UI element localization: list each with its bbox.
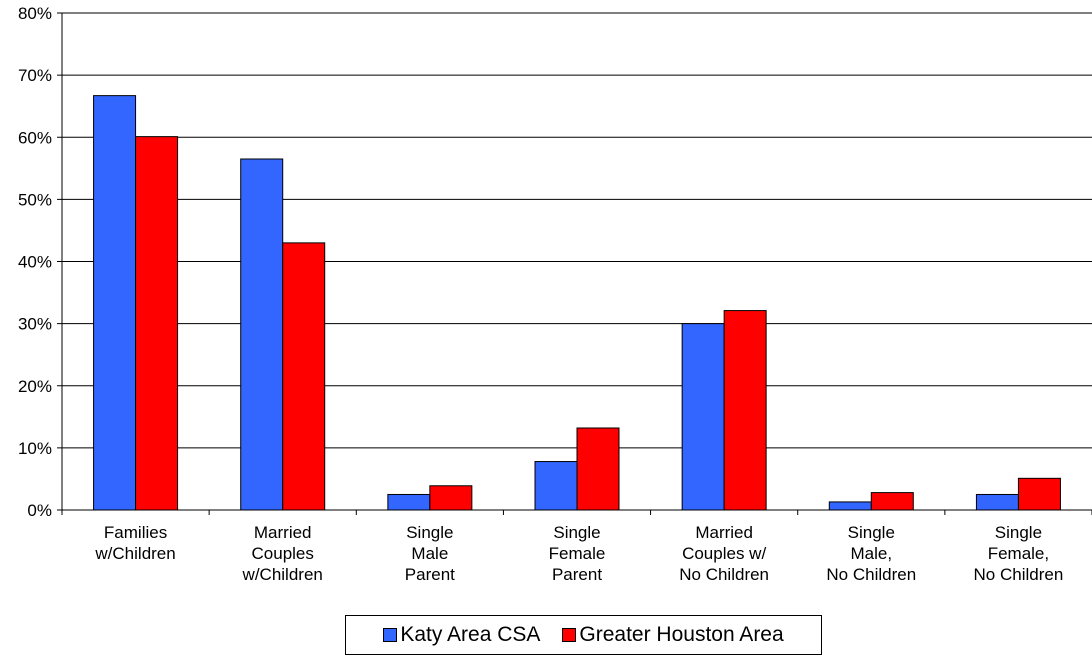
category-label-line: Families [104, 523, 167, 542]
gridlines [62, 12, 1092, 449]
bar-houston [1017, 477, 1061, 511]
category-label-line: Parent [405, 565, 455, 584]
category-label-line: No Children [974, 565, 1064, 584]
legend: Katy Area CSA Greater Houston Area [345, 615, 822, 655]
category-label-line: Married [695, 523, 753, 542]
y-tick-label: 0% [27, 501, 52, 520]
y-tick-label: 80% [18, 4, 52, 23]
legend-swatch-katy [383, 628, 398, 642]
category-label-line: Single [553, 523, 600, 542]
y-tick-label: 40% [18, 253, 52, 272]
category-label-line: Single [406, 523, 453, 542]
category-label: Single Male Parent [405, 523, 455, 584]
bar-katy [240, 158, 284, 511]
bar-houston [135, 136, 179, 511]
category-label-line: Parent [552, 565, 602, 584]
legend-item-houston: Greater Houston Area [562, 623, 784, 647]
bar-houston [723, 310, 767, 511]
category-label-line: Female, [988, 544, 1049, 563]
bar-katy [975, 493, 1019, 511]
category-label-line: Male, [850, 544, 892, 563]
bar-katy [93, 95, 137, 511]
legend-swatch-houston [562, 628, 577, 642]
y-tick-label: 30% [18, 315, 52, 334]
bar-katy [681, 323, 725, 511]
category-label-line: w/Children [94, 544, 175, 563]
legend-label-katy: Katy Area CSA [400, 623, 541, 646]
bar-katy [534, 461, 578, 511]
bar-houston [870, 492, 914, 511]
bars [93, 95, 1061, 511]
category-label: Single Female Parent [549, 523, 606, 584]
category-label-line: Couples w/ [682, 544, 766, 563]
bar-houston [576, 427, 620, 511]
category-label-line: Single [995, 523, 1042, 542]
category-label-line: Female [549, 544, 606, 563]
bar-houston [429, 485, 473, 511]
bar-katy [828, 501, 872, 511]
category-label-line: w/Children [242, 565, 323, 584]
bar-chart: 0% 10% 20% 30% 40% 50% 60% 70% 80% Families w/Chi… [18, 4, 1092, 584]
category-label-line: Married [254, 523, 312, 542]
category-label-line: Couples [252, 544, 314, 563]
category-label: Families w/Children [94, 523, 175, 563]
category-label-line: Male [411, 544, 448, 563]
category-label: Single Male, No Children [826, 523, 916, 584]
y-tick-label: 50% [18, 190, 52, 209]
bar-houston [282, 242, 326, 511]
y-tick-label: 60% [18, 128, 52, 147]
legend-label-houston: Greater Houston Area [579, 623, 784, 646]
category-label: Married Couples w/Children [242, 523, 323, 584]
legend-item-katy: Katy Area CSA [383, 623, 540, 647]
y-axis-tick-labels: 0% 10% 20% 30% 40% 50% 60% 70% 80% [18, 4, 52, 520]
bar-katy [387, 493, 431, 511]
category-label: Married Couples w/No Children [679, 523, 769, 584]
y-tick-label: 10% [18, 439, 52, 458]
axes [57, 12, 1092, 515]
category-label-line: Single [848, 523, 895, 542]
category-label-line: No Children [679, 565, 769, 584]
category-label: Single Female, No Children [974, 523, 1064, 584]
y-tick-label: 70% [18, 66, 52, 85]
x-axis-category-labels: Families w/Children Married Couples w/Childr… [94, 523, 1063, 584]
y-tick-label: 20% [18, 377, 52, 396]
category-label-line: No Children [826, 565, 916, 584]
